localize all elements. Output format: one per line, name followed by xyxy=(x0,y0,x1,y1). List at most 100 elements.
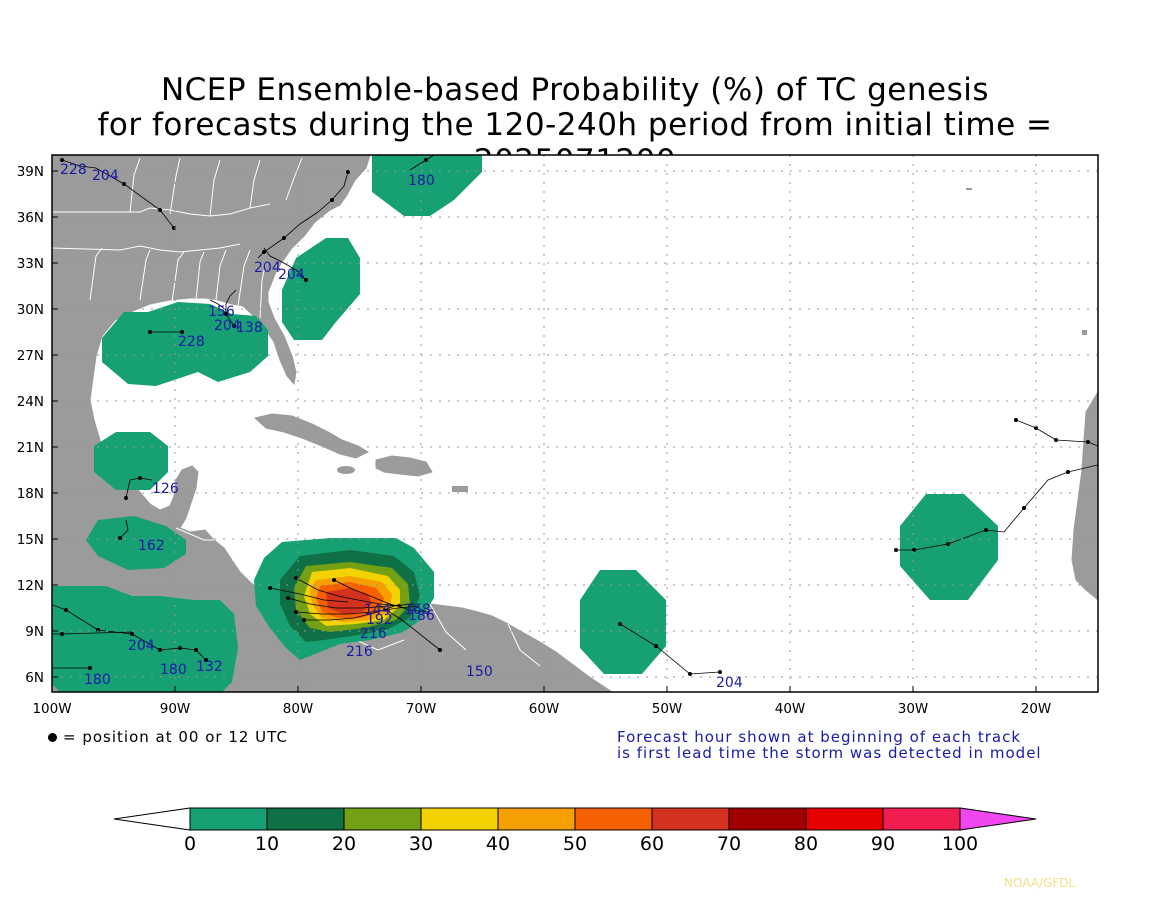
hispaniola-land xyxy=(375,455,433,477)
forecast-hour-label: 156 xyxy=(208,304,235,320)
prob-area-central-atlantic xyxy=(580,570,666,674)
colorbar-labels: 0 10 20 30 40 50 60 70 80 90 100 xyxy=(184,833,978,855)
prob-area-guatemala xyxy=(86,516,186,570)
forecast-hour-label: 192 xyxy=(366,612,393,628)
track-position-dots xyxy=(60,158,1090,676)
island xyxy=(1082,330,1087,335)
lat-label: 15N xyxy=(17,532,44,548)
prob-area-cape-verde xyxy=(900,494,998,600)
lon-label: 60W xyxy=(529,701,560,717)
africa-land xyxy=(1071,391,1098,601)
lat-label: 33N xyxy=(17,256,44,272)
lon-label: 100W xyxy=(32,701,71,717)
forecast-hour-label: 204 xyxy=(128,638,155,654)
lon-label: 80W xyxy=(283,701,314,717)
lat-label: 9N xyxy=(25,624,44,640)
gridlines xyxy=(52,155,1098,692)
lon-label: 50W xyxy=(652,701,683,717)
forecast-note-line1: Forecast hour shown at beginning of each… xyxy=(617,728,1022,746)
forecast-hour-label: 138 xyxy=(236,320,263,336)
forecast-hour-label: 216 xyxy=(346,644,373,660)
lat-label: 36N xyxy=(17,210,44,226)
colorbar-label: 80 xyxy=(794,833,818,855)
forecast-hour-label: 150 xyxy=(466,664,493,680)
colorbar-label: 60 xyxy=(640,833,664,855)
prob-area-bay-of-campeche xyxy=(94,432,168,490)
forecast-note: Forecast hour shown at beginning of each… xyxy=(617,729,1042,761)
probability-shading xyxy=(52,155,998,692)
cuba-land xyxy=(253,413,370,459)
prob-area-e-pacific xyxy=(52,586,238,692)
colorbar-label: 10 xyxy=(255,833,279,855)
colorbar-segment-70-80 xyxy=(728,807,807,831)
island xyxy=(966,188,972,190)
forecast-hour-label: 180 xyxy=(408,173,435,189)
puerto-rico-land xyxy=(452,486,468,492)
colorbar xyxy=(113,807,1037,831)
colorbar-high-arrow xyxy=(959,807,1037,831)
colorbar-segment-40-50 xyxy=(497,807,576,831)
forecast-hour-label: 216 xyxy=(360,626,387,642)
lat-label: 6N xyxy=(25,670,44,686)
forecast-hour-label: 168 xyxy=(404,602,431,618)
forecast-hour-label: 204 xyxy=(278,267,305,283)
colorbar-segment-20-30 xyxy=(343,807,422,831)
lat-ticks xyxy=(51,170,1037,692)
forecast-note-line2: is first lead time the storm was detecte… xyxy=(617,744,1042,762)
jamaica-land xyxy=(337,466,355,474)
lon-label: 90W xyxy=(160,701,191,717)
forecast-hour-label: 180 xyxy=(84,672,111,688)
prob-area-caribbean-60-70 xyxy=(326,588,372,614)
lat-label: 12N xyxy=(17,578,44,594)
forecast-hour-label: 204 xyxy=(214,318,241,334)
forecast-hour-label: 204 xyxy=(254,260,281,276)
chart-title-line2: for forecasts during the 120-240h period… xyxy=(97,107,1053,179)
forecast-hour-label: 204 xyxy=(716,675,743,691)
colorbar-label: 30 xyxy=(409,833,433,855)
colorbar-low-arrow xyxy=(113,807,191,831)
colorbar-segment-10-20 xyxy=(266,807,345,831)
lon-label: 20W xyxy=(1021,701,1052,717)
forecast-hour-label: 186 xyxy=(408,608,435,624)
lat-label: 21N xyxy=(17,440,44,456)
position-legend-text: = position at 00 or 12 UTC xyxy=(63,728,288,746)
latitude-axis: 39N 36N 33N 30N 27N 24N 21N 18N 15N 12N … xyxy=(17,164,44,686)
forecast-hour-label: 228 xyxy=(178,334,205,350)
lon-label: 70W xyxy=(406,701,437,717)
forecast-hour-label: 180 xyxy=(160,662,187,678)
prob-area-ne-atlantic xyxy=(372,155,482,216)
forecast-hour-label: 228 xyxy=(60,162,87,178)
forecast-hour-label: 132 xyxy=(196,659,223,675)
lon-label: 30W xyxy=(898,701,929,717)
colorbar-segment-50-60 xyxy=(574,807,653,831)
forecast-hour-label: 204 xyxy=(92,168,119,184)
position-dot-icon xyxy=(48,733,57,742)
longitude-axis: 100W 90W 80W 70W 60W 50W 40W 30W 20W xyxy=(32,701,1051,717)
colorbar-segment-0-10 xyxy=(189,807,268,831)
lat-label: 24N xyxy=(17,394,44,410)
colorbar-label: 0 xyxy=(184,833,196,855)
colorbar-label: 90 xyxy=(871,833,895,855)
forecast-hour-label: 126 xyxy=(152,481,179,497)
colorbar-label: 100 xyxy=(942,833,978,855)
colorbar-segment-80-90 xyxy=(805,807,884,831)
colorbar-label: 40 xyxy=(486,833,510,855)
colorbar-label: 50 xyxy=(563,833,587,855)
lat-label: 39N xyxy=(17,164,44,180)
credit-text: NOAA/GFDL xyxy=(1004,876,1076,890)
lat-label: 30N xyxy=(17,302,44,318)
storm-tracks xyxy=(52,155,1098,675)
forecast-hour-label: 144 xyxy=(364,602,391,618)
lon-label: 40W xyxy=(775,701,806,717)
position-legend: = position at 00 or 12 UTC xyxy=(48,728,288,746)
lat-label: 18N xyxy=(17,486,44,502)
chart-title-line1: NCEP Ensemble-based Probability (%) of T… xyxy=(160,72,990,108)
map-frame xyxy=(51,154,1099,693)
political-borders xyxy=(52,157,541,667)
colorbar-label: 20 xyxy=(332,833,356,855)
lat-label: 27N xyxy=(17,348,44,364)
forecast-hour-label: 162 xyxy=(138,538,165,554)
forecast-hour-labels: 228 204 180 204 204 156 204 138 228 126 … xyxy=(60,162,743,691)
colorbar-segment-60-70 xyxy=(651,807,730,831)
